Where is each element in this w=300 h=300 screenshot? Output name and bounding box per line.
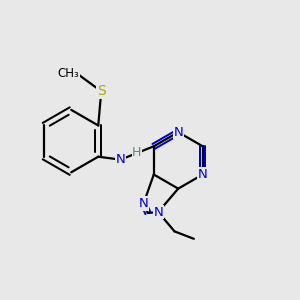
Text: N: N bbox=[198, 168, 208, 181]
Text: CH₃: CH₃ bbox=[58, 67, 80, 80]
Text: N: N bbox=[173, 126, 183, 139]
Text: H: H bbox=[132, 146, 142, 159]
Text: N: N bbox=[116, 153, 125, 166]
Text: S: S bbox=[97, 84, 106, 98]
Text: N: N bbox=[139, 197, 148, 210]
Text: N: N bbox=[153, 206, 163, 219]
